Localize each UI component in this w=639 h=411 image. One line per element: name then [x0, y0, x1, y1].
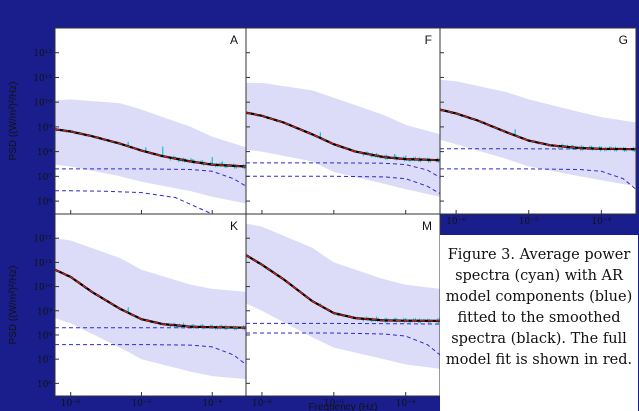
panel-g-ar-component-1: [440, 168, 636, 190]
panel-a-y-tick-label: 10¹¹: [33, 74, 52, 84]
panel-g-x-tick-label: 10⁻⁴: [591, 217, 611, 227]
panel-m-ar-component-1: [246, 332, 440, 356]
panel-f-label: F: [425, 33, 432, 47]
panel-k-y-tick-label: 10¹²: [33, 235, 52, 245]
panel-k-ar-component-1: [55, 344, 246, 365]
panel-g-frame: [439, 27, 637, 215]
panel-a-ar-component-1: [55, 190, 214, 214]
panel-k-x-tick-label: 10⁻⁶: [61, 399, 81, 409]
panel-k-x-tick-label: 10⁻⁵: [132, 399, 152, 409]
panel-m-ar-component-2: [246, 322, 440, 325]
panel-g-x-tick-label: 10⁻⁶: [446, 217, 466, 227]
panel-g-model-fit: [440, 109, 636, 150]
panel-a-y-tick-label: 10⁷: [37, 173, 52, 183]
panel-k-y-tick-label: 10¹¹: [33, 259, 52, 269]
panel-k-y-tick-label: 10⁹: [37, 307, 52, 317]
panel-m-plot-area: [246, 223, 440, 369]
panel-g-variability-envelope: [440, 79, 636, 187]
panel-f-variability-envelope: [246, 82, 440, 197]
panel-m-x-tick-label: 10⁻⁴: [396, 399, 416, 409]
panel-f-ar-component-2: [246, 162, 440, 178]
panel-k-y-tick-label: 10⁶: [37, 380, 52, 390]
panel-f-ar-component-1: [246, 175, 440, 195]
panel-k-y-tick-label: 10¹⁰: [33, 283, 52, 293]
panel-k-x-tick-label: 10⁻⁴: [202, 399, 222, 409]
panel-m-x-tick-label: 10⁻⁶: [252, 399, 272, 409]
panel-a-variability-envelope: [55, 99, 246, 204]
panel-a-plot-area: [55, 99, 246, 214]
panel-m-variability-envelope: [246, 223, 440, 369]
panel-m-label: M: [422, 219, 432, 233]
panel-k-y-tick-label: 10⁸: [37, 331, 52, 341]
figure-caption: Figure 3. Average power spectra (cyan) w…: [445, 247, 633, 368]
panel-k-label: K: [230, 219, 238, 233]
panel-a-y-tick-label: 10¹⁰: [33, 99, 52, 109]
panel-k-plot-area: [55, 238, 246, 380]
panel-g-ar-component-2: [440, 148, 636, 151]
panel-g-label: G: [619, 33, 628, 47]
panel-f-plot-area: [246, 82, 440, 197]
panel-k-y-tick-label: 10⁷: [37, 356, 52, 366]
panel-a-y-tick-label: 10¹²: [33, 49, 52, 59]
panel-m-x-tick-label: 10⁻⁵: [324, 399, 344, 409]
caption-box: Figure 3. Average power spectra (cyan) w…: [440, 235, 638, 411]
panel-f-model-fit: [246, 112, 440, 161]
panel-g-x-tick-label: 10⁻⁵: [519, 217, 539, 227]
panel-a-label: A: [230, 33, 238, 47]
y-axis-label-bottom: PSD ((W/m²)²/Hz): [8, 266, 19, 345]
panel-m-model-fit: [246, 254, 440, 322]
panel-a-y-tick-label: 10⁶: [37, 198, 52, 208]
panel-a-y-tick-label: 10⁸: [37, 148, 52, 158]
panel-a-model-fit: [55, 128, 246, 168]
panel-a-y-tick-label: 10⁹: [37, 123, 52, 133]
panel-a-ar-component-2: [55, 168, 246, 187]
y-axis-label-top: PSD ((W/m²)²/Hz): [8, 82, 19, 161]
panel-k-variability-envelope: [55, 238, 246, 380]
panel-k-model-fit: [55, 269, 246, 329]
x-axis-label: Frequency (Hz): [309, 402, 378, 411]
panel-g-plot-area: [440, 79, 636, 190]
